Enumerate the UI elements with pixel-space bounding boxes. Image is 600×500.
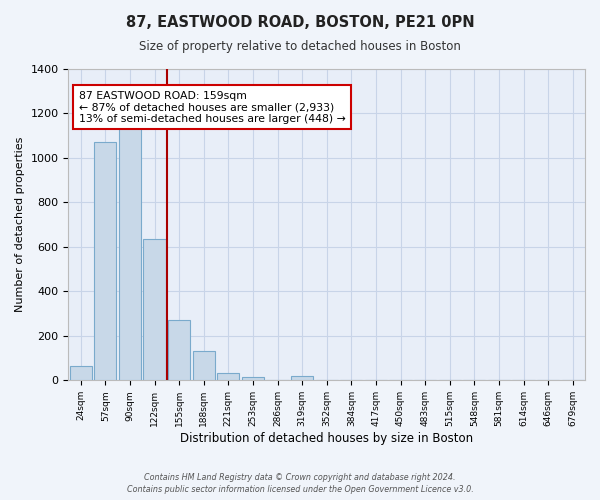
Text: Contains HM Land Registry data © Crown copyright and database right 2024.
Contai: Contains HM Land Registry data © Crown c… [127, 473, 473, 494]
Bar [94, 142, 116, 380]
Y-axis label: Number of detached properties: Number of detached properties [15, 137, 25, 312]
Bar [70, 366, 92, 380]
Bar [242, 377, 264, 380]
Bar [193, 352, 215, 380]
Bar [119, 122, 141, 380]
Text: 87, EASTWOOD ROAD, BOSTON, PE21 0PN: 87, EASTWOOD ROAD, BOSTON, PE21 0PN [125, 15, 475, 30]
Bar [217, 372, 239, 380]
Bar [168, 320, 190, 380]
Text: Size of property relative to detached houses in Boston: Size of property relative to detached ho… [139, 40, 461, 53]
X-axis label: Distribution of detached houses by size in Boston: Distribution of detached houses by size … [180, 432, 473, 445]
Bar [291, 376, 313, 380]
Text: 87 EASTWOOD ROAD: 159sqm
← 87% of detached houses are smaller (2,933)
13% of sem: 87 EASTWOOD ROAD: 159sqm ← 87% of detach… [79, 91, 346, 124]
Bar [143, 239, 166, 380]
